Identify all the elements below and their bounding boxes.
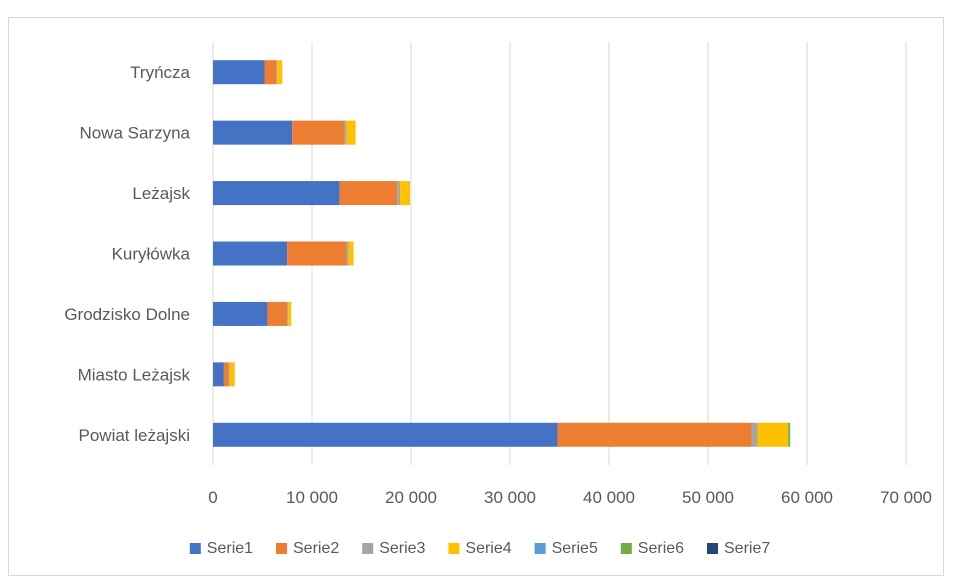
bar-serie2-kurylowka	[287, 241, 347, 266]
bar-serie2-grodzisko-dolne	[267, 301, 288, 326]
legend-label-serie7: Serie7	[724, 540, 770, 557]
legend-swatch-serie5	[534, 543, 546, 554]
legend-swatch-serie1	[189, 543, 201, 554]
x-tick-label: 40 000	[583, 488, 635, 507]
bar-serie2-powiat-lezajski	[557, 422, 752, 447]
bar-serie1-kurylowka	[213, 241, 288, 266]
bar-serie2-miasto-lezajsk	[223, 362, 229, 387]
x-tick-label: 50 000	[682, 488, 734, 507]
bar-serie1-grodzisko-dolne	[213, 301, 268, 326]
bar-serie2-nowa-sarzyna	[292, 120, 345, 145]
category-labels: Powiat leżajski Miasto Leżajsk Grodzisko D…	[64, 63, 190, 445]
category-label: Miasto Leżajsk	[78, 365, 191, 384]
legend: Serie1 Serie2 Serie3 Serie4 Serie5 Serie6 Seri…	[189, 540, 770, 557]
bar-serie2-tryncza	[264, 60, 277, 85]
category-label: Grodzisko Dolne	[64, 305, 190, 324]
x-tick-label: 0	[208, 488, 217, 507]
legend-label-serie5: Serie5	[552, 540, 598, 557]
x-tick-label: 20 000	[385, 488, 437, 507]
legend-swatch-serie3	[362, 543, 374, 554]
bar-serie4-powiat-lezajski	[757, 422, 789, 447]
bar-serie3-miasto-lezajsk	[228, 362, 230, 387]
category-label: Leżajsk	[132, 184, 190, 203]
bar-serie3-powiat-lezajski	[751, 422, 758, 447]
legend-label-serie3: Serie3	[379, 540, 425, 557]
bar-serie3-tryncza	[276, 60, 278, 85]
bar-serie1-nowa-sarzyna	[213, 120, 293, 145]
bar-serie3-lezajsk	[397, 181, 401, 206]
bar-serie3-nowa-sarzyna	[344, 120, 347, 145]
bars	[213, 60, 791, 447]
bar-serie4-miasto-lezajsk	[229, 362, 235, 387]
bar-serie1-miasto-lezajsk	[213, 362, 224, 387]
category-label: Powiat leżajski	[79, 426, 191, 445]
legend-swatch-serie7	[707, 543, 718, 554]
legend-label-serie6: Serie6	[638, 540, 684, 557]
bar-serie4-lezajsk	[400, 181, 411, 206]
bar-serie4-kurylowka	[348, 241, 354, 266]
bar-serie1-lezajsk	[213, 181, 340, 206]
legend-label-serie4: Serie4	[465, 540, 511, 557]
bar-serie4-tryncza	[277, 60, 283, 85]
bar-serie1-powiat-lezajski	[213, 422, 558, 447]
category-label: Tryńcza	[130, 63, 190, 82]
bar-serie6-powiat-lezajski	[788, 422, 791, 447]
category-label: Kuryłówka	[112, 245, 191, 264]
legend-swatch-serie6	[620, 543, 632, 554]
x-tick-label: 70 000	[880, 488, 932, 507]
legend-swatch-serie4	[448, 543, 460, 554]
x-tick-label: 10 000	[286, 488, 338, 507]
bar-serie1-tryncza	[213, 60, 265, 85]
chart-frame	[8, 17, 944, 576]
bar-serie4-nowa-sarzyna	[346, 120, 356, 145]
bar-serie4-grodzisko-dolne	[288, 301, 292, 326]
legend-label-serie2: Serie2	[293, 540, 339, 557]
category-label: Nowa Sarzyna	[79, 124, 190, 143]
bar-serie3-kurylowka	[346, 241, 349, 266]
bar-serie2-lezajsk	[339, 181, 398, 206]
x-tick-label: 60 000	[781, 488, 833, 507]
x-tick-label: 30 000	[484, 488, 536, 507]
legend-swatch-serie2	[276, 543, 287, 554]
x-tick-labels: 0 10 000 20 000 30 000 40 000 50 000 60 000 70 …	[208, 488, 932, 507]
bar-serie3-grodzisko-dolne	[287, 301, 289, 326]
legend-label-serie1: Serie1	[207, 540, 253, 557]
